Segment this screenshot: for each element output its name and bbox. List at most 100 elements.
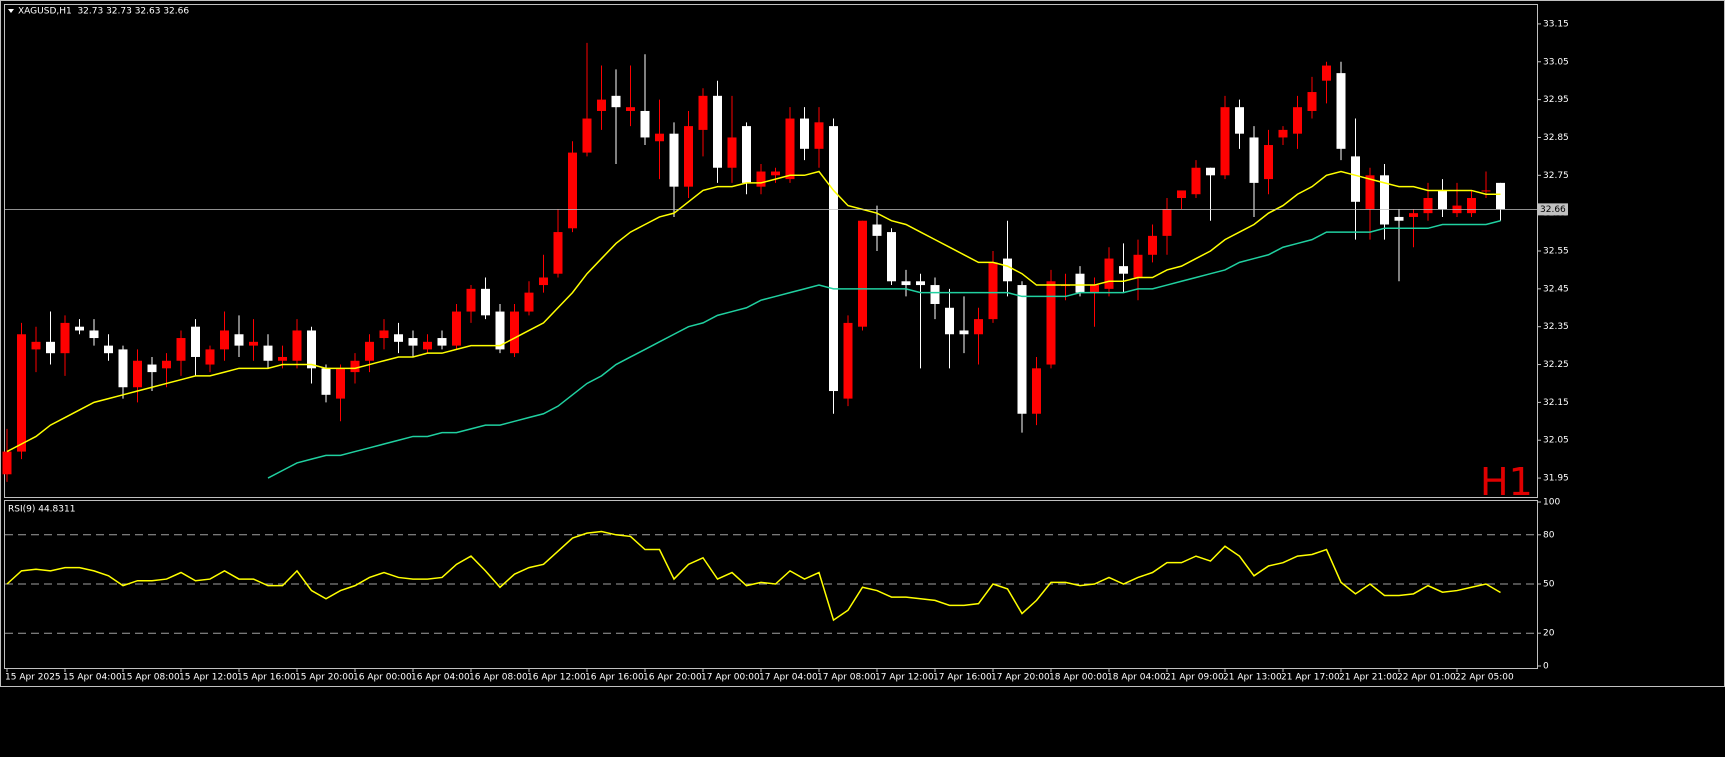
line-series — [6, 170, 1501, 453]
y-tick-label: 80 — [1543, 530, 1555, 540]
x-tick-label: 21 Apr 09:00 — [1165, 673, 1224, 683]
candle-body — [553, 232, 563, 274]
candle-body — [1351, 156, 1360, 202]
candle-body — [988, 262, 998, 320]
candle-body — [466, 288, 476, 312]
x-tick-label: 15 Apr 20:00 — [295, 673, 354, 683]
x-tick-label: 15 Apr 2025 — [5, 673, 61, 683]
y-tick-label: 32.55 — [1543, 247, 1569, 257]
candle-body — [75, 326, 84, 331]
y-tick-label: 32.85 — [1543, 133, 1569, 143]
candle-body — [1249, 137, 1259, 183]
candle-body — [887, 232, 896, 282]
x-tick-label: 18 Apr 04:00 — [1107, 673, 1166, 683]
candle-body — [930, 285, 940, 304]
candle-body — [379, 330, 389, 339]
candle-body — [814, 122, 824, 149]
rsi-title: RSI(9) 44.8311 — [8, 505, 75, 515]
candle-body — [872, 224, 882, 236]
candle-body — [684, 126, 693, 187]
candle-body — [408, 338, 418, 346]
candle-body — [640, 110, 650, 138]
x-tick-label: 17 Apr 08:00 — [817, 673, 876, 683]
x-tick-label: 21 Apr 17:00 — [1281, 673, 1340, 683]
y-tick-label: 32.75 — [1543, 171, 1569, 181]
candle-body — [162, 360, 171, 369]
candle-body — [568, 152, 577, 229]
candle-body — [365, 341, 374, 361]
y-tick-label: 50 — [1543, 580, 1555, 590]
candle-body — [133, 360, 142, 388]
x-tick-label: 22 Apr 01:00 — [1397, 673, 1456, 683]
x-tick-label: 15 Apr 12:00 — [179, 673, 238, 683]
candle-body — [481, 288, 490, 316]
candle-body — [1191, 167, 1201, 195]
candle-body — [611, 95, 621, 108]
x-tick-label: 16 Apr 16:00 — [585, 673, 644, 683]
candle-body — [1148, 235, 1157, 255]
x-tick-label: 15 Apr 04:00 — [63, 673, 122, 683]
candle-body — [1104, 258, 1114, 289]
candle-body — [263, 345, 273, 361]
candle-body — [597, 99, 606, 111]
candle-body — [1322, 65, 1331, 81]
candle-body — [524, 292, 534, 312]
candle-body — [858, 220, 867, 327]
candle-body — [1264, 145, 1273, 180]
timeframe-annotation: H1 — [1480, 460, 1533, 504]
y-tick-label: 32.25 — [1543, 360, 1569, 370]
candle-body — [147, 364, 157, 373]
candle-body — [1307, 92, 1317, 111]
candle-body — [495, 311, 505, 350]
candle-body — [916, 281, 925, 286]
candle-body — [974, 319, 983, 335]
candle-body — [1365, 175, 1375, 210]
candle-body — [945, 307, 954, 335]
y-tick-label: 32.45 — [1543, 284, 1569, 294]
candle-body — [1438, 190, 1447, 210]
candle-body — [843, 322, 853, 399]
candle-body — [582, 118, 592, 153]
x-tick-label: 17 Apr 16:00 — [933, 673, 992, 683]
x-tick-label: 16 Apr 20:00 — [643, 673, 702, 683]
candle-body — [220, 330, 229, 350]
candle-body — [292, 330, 302, 361]
y-tick-label: 0 — [1543, 662, 1549, 672]
candle-body — [771, 171, 780, 176]
title-arrow — [8, 9, 14, 13]
candle-body — [452, 311, 461, 346]
candle-body — [742, 126, 751, 183]
candle-body — [1119, 266, 1128, 274]
candle-body — [1075, 273, 1085, 293]
candle-body — [437, 338, 447, 346]
candle-body — [1336, 73, 1346, 149]
y-tick-label: 32.05 — [1543, 436, 1569, 446]
y-tick-label: 31.95 — [1543, 474, 1569, 484]
candle-body — [1423, 198, 1433, 214]
x-tick-label: 21 Apr 13:00 — [1223, 673, 1282, 683]
candle-body — [118, 349, 128, 388]
candle-body — [655, 133, 664, 142]
x-tick-label: 17 Apr 00:00 — [701, 673, 760, 683]
candle-body — [423, 341, 432, 350]
candle-body — [1220, 107, 1230, 176]
x-tick-label: 17 Apr 04:00 — [759, 673, 818, 683]
candle-body — [1467, 198, 1476, 214]
y-tick-label: 100 — [1543, 498, 1560, 508]
candle-body — [307, 330, 316, 369]
candle-body — [104, 345, 113, 354]
candle-body — [1206, 167, 1215, 176]
candle-body — [321, 368, 331, 395]
candle-body — [1003, 258, 1012, 282]
chart-title: XAGUSD,H1 32.73 32.73 32.63 32.66 — [18, 7, 189, 17]
last-price-label: 32.66 — [1540, 205, 1566, 215]
x-tick-label: 16 Apr 12:00 — [527, 673, 586, 683]
y-tick-label: 32.95 — [1543, 95, 1569, 105]
x-tick-label: 16 Apr 04:00 — [411, 673, 470, 683]
y-tick-label: 33.05 — [1543, 57, 1569, 67]
candle-body — [713, 95, 722, 168]
x-tick-label: 22 Apr 05:00 — [1455, 673, 1514, 683]
x-tick-label: 15 Apr 16:00 — [237, 673, 296, 683]
line-series — [6, 530, 1501, 622]
